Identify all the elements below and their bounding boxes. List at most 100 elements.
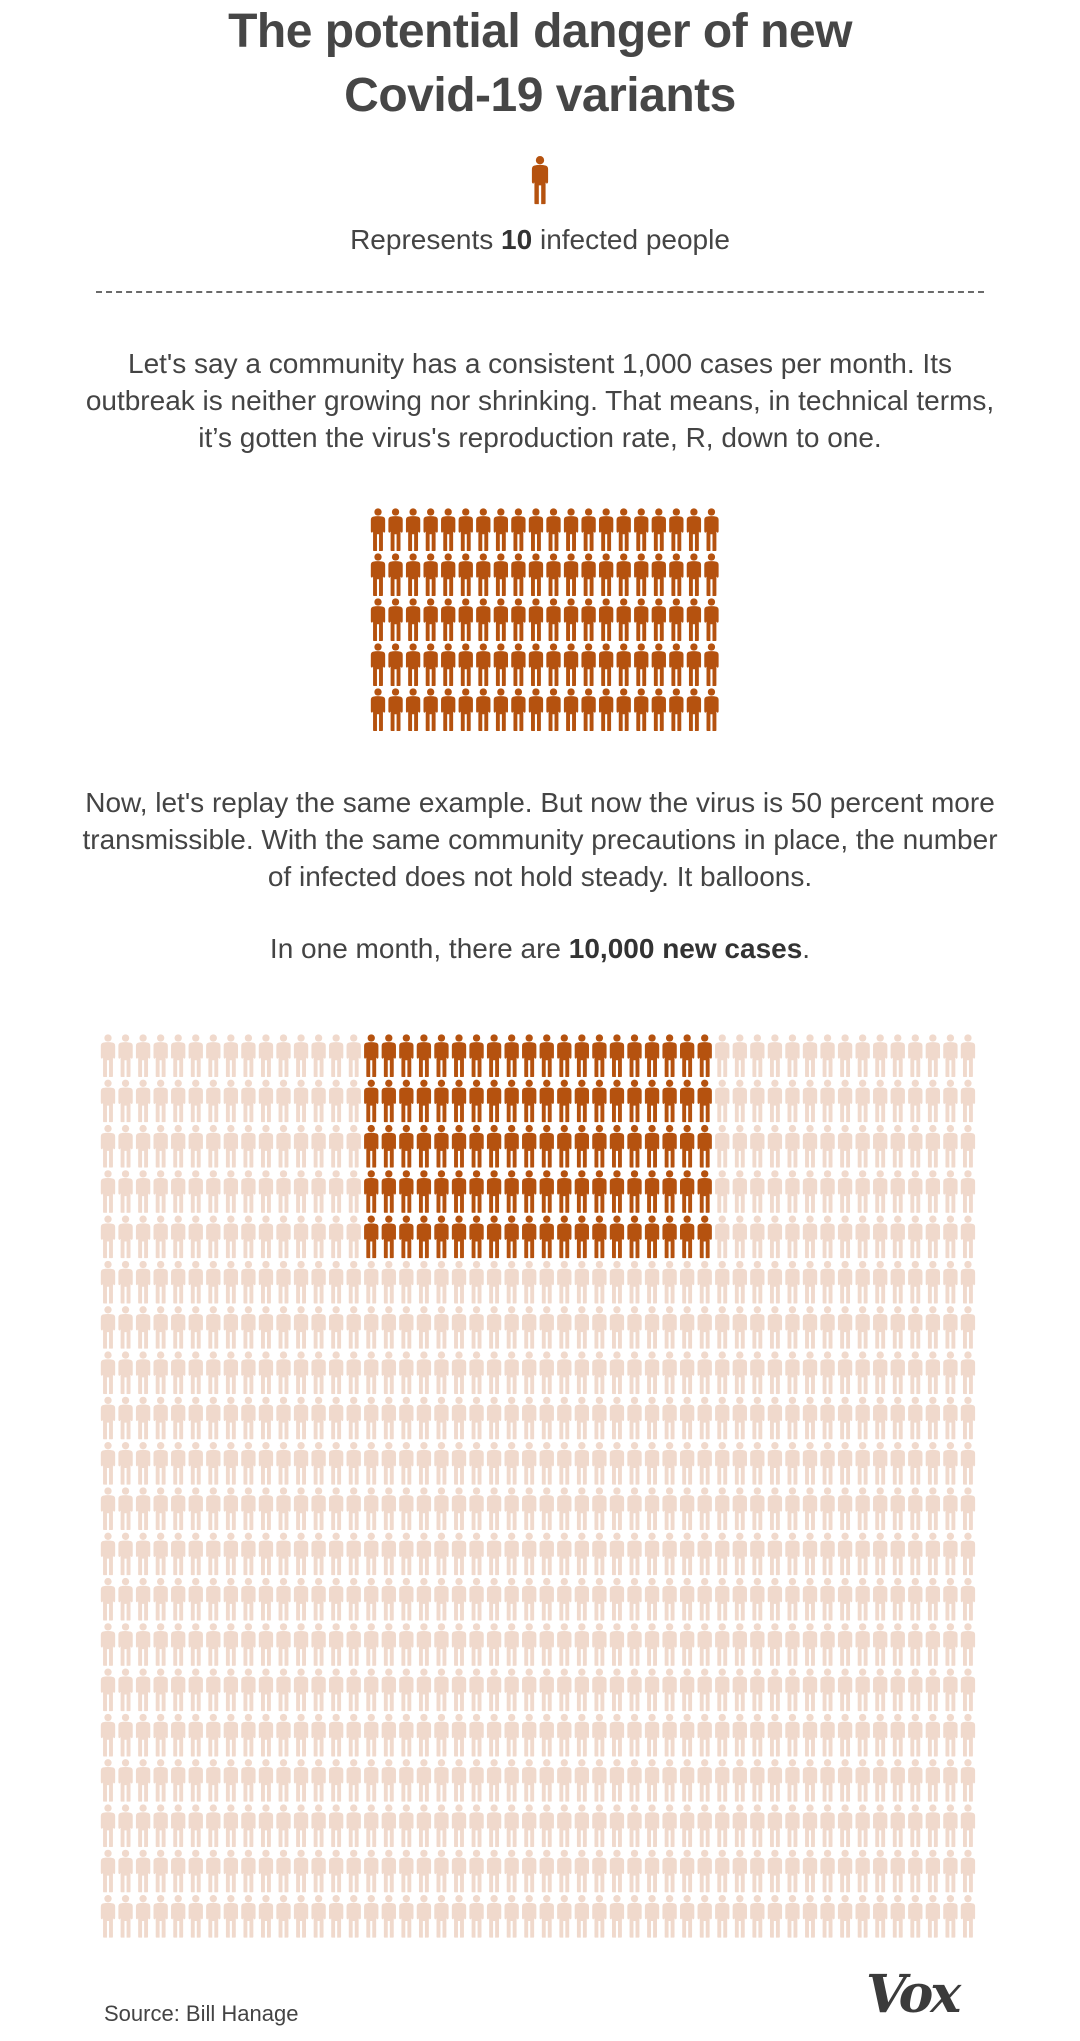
person-icon-faded [837, 1895, 853, 1938]
person-icon-infected [504, 1034, 519, 1077]
person-icon-faded [328, 1170, 344, 1213]
person-icon-faded [206, 1713, 221, 1757]
person-icon-faded [434, 1396, 449, 1440]
person-icon-faded [188, 1759, 203, 1802]
legend-label: Represents 10 infected people [0, 220, 1080, 260]
person-icon-faded [609, 1306, 625, 1349]
legend-post: infected people [532, 224, 730, 255]
person-icon-infected [399, 1170, 414, 1213]
person-icon-faded [118, 1713, 133, 1757]
person-icon-faded [890, 1849, 905, 1893]
person-icon-faded [908, 1079, 923, 1123]
person-icon-faded [346, 1306, 361, 1349]
person-icon-faded [311, 1442, 326, 1485]
person-icon-faded [557, 1668, 572, 1712]
person-icon-faded [451, 1532, 467, 1576]
person-icon-faded [855, 1442, 870, 1485]
person-icon-faded [627, 1713, 642, 1757]
person-icon-infected [405, 553, 421, 596]
person-icon-faded [346, 1079, 361, 1123]
person-icon-faded [118, 1532, 133, 1576]
person-icon-faded [399, 1713, 414, 1757]
person-icon-faded [311, 1849, 326, 1893]
person-icon-faded [785, 1804, 800, 1848]
person-icon-faded [820, 1079, 835, 1123]
person-icon-faded [873, 1170, 888, 1213]
person-icon-faded [574, 1759, 590, 1802]
person-icon-faded [311, 1895, 326, 1938]
person-icon-faded [873, 1306, 888, 1349]
person-icon-faded [697, 1895, 712, 1938]
person-icon-faded [890, 1577, 905, 1621]
person-icon-faded [153, 1260, 168, 1304]
person-icon-faded [258, 1668, 274, 1712]
person-icon-faded [171, 1487, 186, 1530]
person-icon-faded [890, 1759, 905, 1802]
person-icon-infected [364, 1170, 379, 1213]
person-icon-faded [715, 1396, 730, 1440]
person-icon-infected [679, 1124, 695, 1168]
person-icon-faded [311, 1079, 326, 1123]
person-icon-faded [662, 1804, 677, 1848]
person-icon-faded [206, 1079, 221, 1123]
person-icon-faded [767, 1306, 783, 1349]
person-icon-faded [293, 1895, 309, 1938]
person-icon-faded [293, 1804, 309, 1848]
person-icon-faded [100, 1034, 116, 1077]
person-icon-faded [346, 1623, 361, 1666]
person-icon-faded [504, 1668, 519, 1712]
person-icon-faded [802, 1396, 818, 1440]
person-icon-faded [188, 1124, 203, 1168]
person-icon-faded [855, 1079, 870, 1123]
person-icon-faded [820, 1577, 835, 1621]
person-icon-faded [258, 1804, 274, 1848]
person-icon-faded [820, 1124, 835, 1168]
person-icon-faded [504, 1804, 519, 1848]
person-icon-faded [697, 1623, 712, 1666]
person-icon-faded [802, 1849, 818, 1893]
person-icon-faded [241, 1532, 256, 1576]
person-icon-faded [276, 1396, 291, 1440]
person-icon-faded [890, 1079, 905, 1123]
person-icon-faded [539, 1532, 554, 1576]
person-icon-faded [399, 1895, 414, 1938]
person-icon-faded [486, 1804, 502, 1848]
person-icon-infected [493, 598, 509, 641]
person-icon-faded [662, 1759, 677, 1802]
person-icon-faded [241, 1079, 256, 1123]
person-icon-infected [416, 1215, 432, 1259]
person-icon-infected [581, 508, 596, 551]
person-icon-faded [293, 1396, 309, 1440]
person-icon-faded [118, 1034, 133, 1077]
person-icon-faded [381, 1895, 396, 1938]
person-icon-faded [802, 1351, 818, 1395]
person-icon-faded [609, 1759, 625, 1802]
person-icon-faded [943, 1759, 958, 1802]
person-icon-faded [574, 1306, 590, 1349]
person-icon-faded [750, 1260, 765, 1304]
person-icon-faded [539, 1713, 554, 1757]
person-icon-faded [241, 1668, 256, 1712]
person-icon-infected [598, 553, 614, 596]
person-icon-faded [855, 1532, 870, 1576]
person-icon-faded [662, 1487, 677, 1530]
person-icon-faded [504, 1577, 519, 1621]
person-icon-faded [609, 1532, 625, 1576]
person-icon-faded [644, 1804, 660, 1848]
person-icon-infected [458, 508, 473, 551]
person-icon-faded [539, 1895, 554, 1938]
person-icon-faded [574, 1351, 590, 1395]
person-icon-faded [346, 1895, 361, 1938]
person-icon-faded [785, 1124, 800, 1168]
person-icon-faded [732, 1442, 747, 1485]
person-icon-faded [767, 1034, 783, 1077]
person-icon-faded [837, 1260, 853, 1304]
person-icon-infected [405, 688, 421, 731]
person-icon-faded [100, 1124, 116, 1168]
person-icon-faded [732, 1124, 747, 1168]
person-icon-faded [890, 1396, 905, 1440]
person-icon-faded [873, 1895, 888, 1938]
person-icon-faded [960, 1895, 976, 1938]
person-icon-faded [890, 1804, 905, 1848]
person-icon-faded [785, 1034, 800, 1077]
